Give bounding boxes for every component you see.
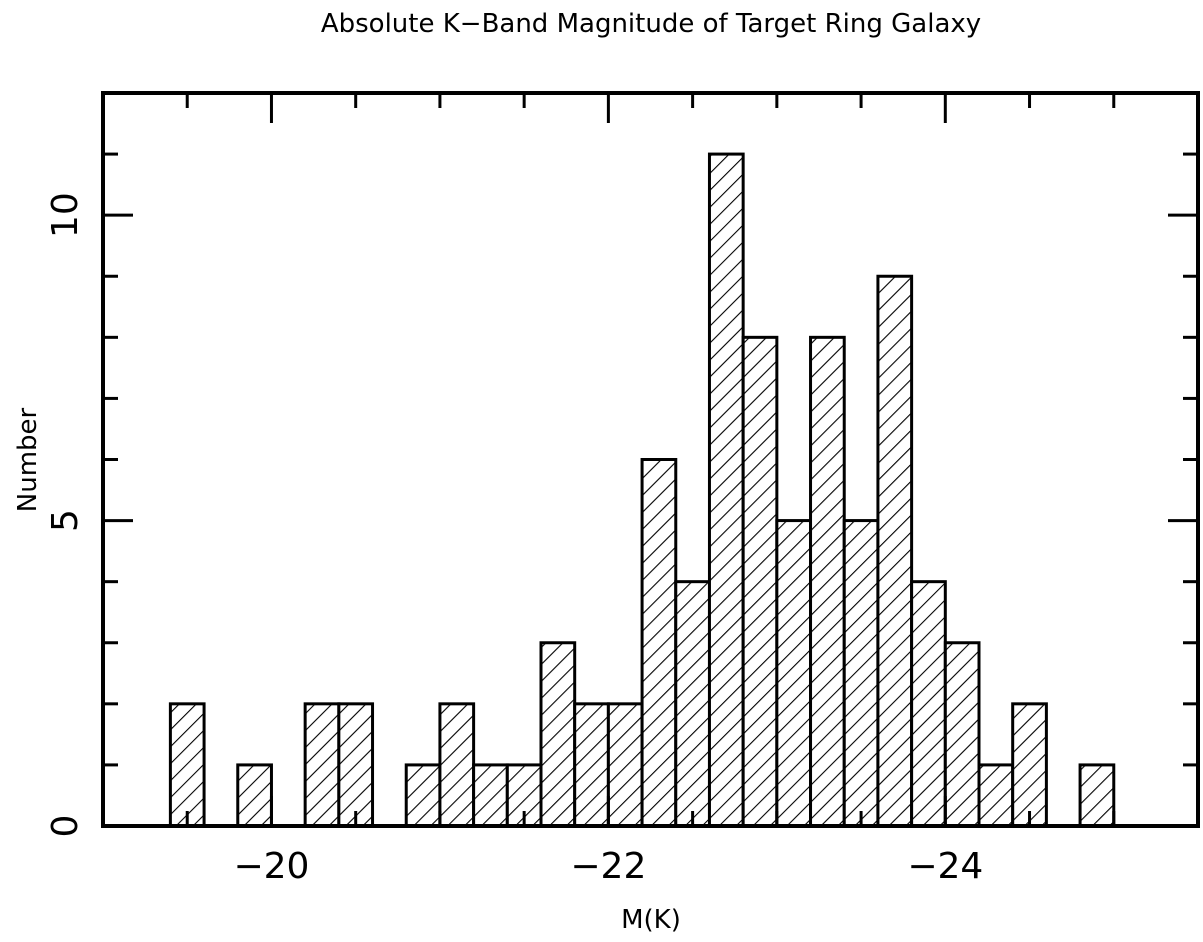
histogram-bar-23 (1078, 763, 1116, 828)
plot-frame (101, 91, 1200, 828)
histogram-bar-22 (1011, 702, 1048, 828)
histogram-bar-3 (337, 702, 375, 828)
bars-group (168, 152, 1116, 828)
chart-title: Absolute K−Band Magnitude of Target Ring… (321, 9, 981, 39)
histogram-bar-16 (809, 335, 846, 828)
histogram-bar-10 (606, 702, 644, 828)
histogram-bar-5 (438, 702, 476, 828)
histogram-bar-14 (741, 335, 779, 828)
histogram-bar-1 (236, 763, 273, 828)
histogram-bar-18 (876, 274, 914, 828)
histogram-bar-2 (303, 702, 341, 828)
y-tick-label: 0 (45, 815, 86, 838)
histogram-bar-21 (977, 763, 1015, 828)
y-tick-label: 5 (45, 509, 86, 532)
y-axis-label: Number (13, 407, 43, 512)
x-tick-label: −22 (570, 846, 646, 887)
histogram-bar-15 (775, 519, 813, 828)
histogram-bar-20 (943, 641, 981, 828)
x-axis-label: M(K) (621, 905, 681, 935)
histogram-bar-19 (910, 580, 947, 828)
histogram-bar-8 (539, 641, 577, 828)
histogram-bar-6 (472, 763, 509, 828)
histogram-bar-11 (640, 458, 678, 828)
x-tick-label: −20 (233, 846, 309, 887)
histogram-bar-13 (707, 152, 745, 828)
x-tick-label: −24 (907, 846, 983, 887)
tick-labels-group: −20 −22 −24 0 5 10 (45, 192, 983, 887)
histogram-bar-17 (842, 519, 880, 828)
histogram-bar-9 (573, 702, 610, 828)
y-tick-label: 10 (45, 192, 86, 238)
histogram-bar-12 (674, 580, 711, 828)
histogram-bar-4 (404, 763, 442, 828)
histogram-bar-0 (168, 702, 206, 828)
